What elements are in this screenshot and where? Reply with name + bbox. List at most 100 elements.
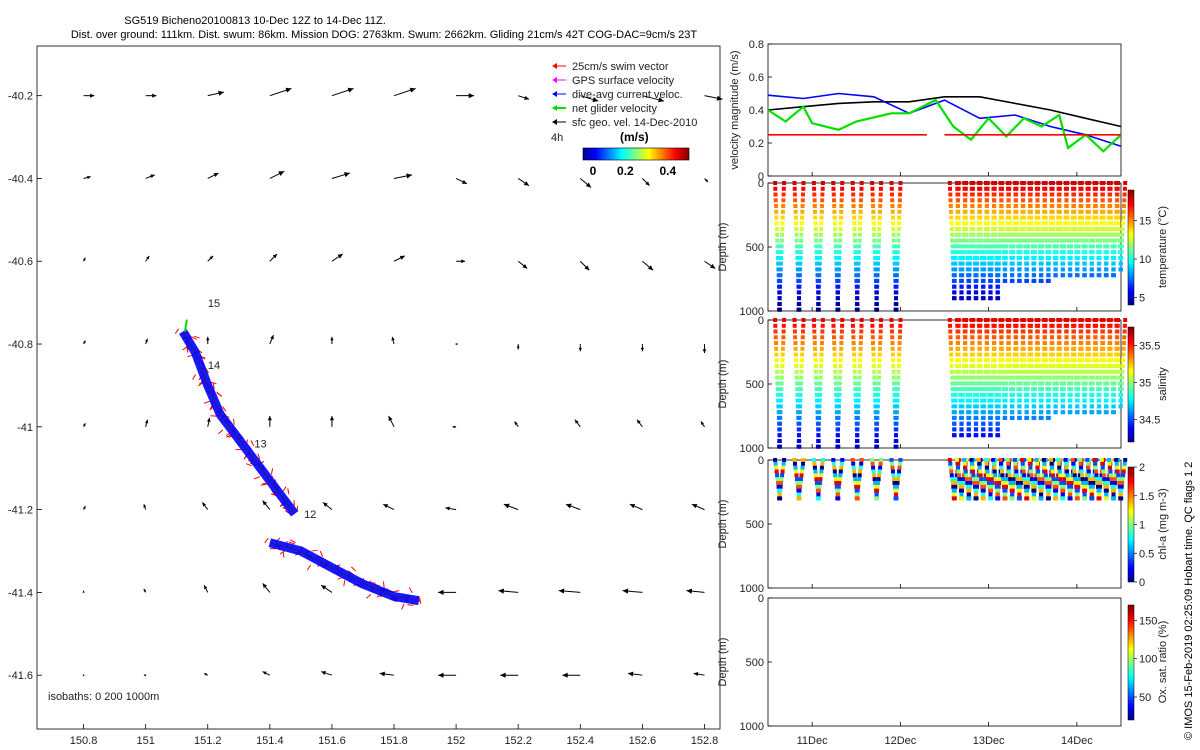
cast-point	[995, 284, 1000, 289]
cast-point	[983, 381, 988, 386]
cast-point	[859, 329, 864, 334]
cast-point	[986, 250, 991, 255]
cast-point	[1109, 358, 1114, 363]
cast-point	[1065, 221, 1070, 226]
cast-point	[992, 341, 997, 345]
cast-point	[961, 477, 966, 482]
cast-point	[1014, 221, 1019, 226]
cast-point	[981, 410, 986, 415]
cast-point	[1000, 358, 1005, 363]
cast-point	[838, 469, 843, 474]
cast-point	[957, 250, 962, 255]
map-ytick-label: -41.4	[8, 587, 33, 599]
cast-point	[794, 364, 799, 369]
cast-point	[957, 364, 961, 369]
cast-point	[840, 186, 845, 191]
cast-point	[1075, 255, 1080, 260]
cast-point	[1087, 364, 1092, 369]
cast-point	[1053, 273, 1058, 278]
cast-point	[832, 465, 837, 470]
cast-point	[778, 273, 783, 278]
cast-point	[1002, 273, 1007, 278]
cast-point	[952, 410, 957, 415]
cast-point	[968, 481, 973, 485]
cast-point	[896, 473, 901, 478]
cast-point	[969, 186, 974, 191]
cast-point	[1093, 192, 1098, 197]
cast-point	[1022, 232, 1027, 237]
cast-point	[998, 364, 1003, 369]
cast-point	[1075, 410, 1079, 415]
cast-point	[1006, 186, 1010, 191]
cast-point	[894, 488, 899, 493]
cast-point	[966, 290, 971, 295]
cast-point	[1054, 387, 1059, 392]
cast-point	[819, 364, 824, 369]
cast-point	[795, 261, 800, 266]
cast-point	[1100, 198, 1105, 203]
cast-point	[1095, 375, 1100, 380]
cast-point	[967, 398, 972, 403]
cast-point	[812, 192, 817, 197]
cast-point	[857, 238, 862, 243]
cast-point	[1116, 215, 1121, 220]
cast-point	[1011, 238, 1016, 243]
cast-point	[1059, 481, 1064, 485]
cast-point	[1017, 488, 1022, 493]
cast-point	[898, 192, 903, 197]
cast-point	[801, 329, 805, 334]
cast-point	[965, 261, 970, 266]
geo-vector-head	[262, 500, 268, 506]
cast-point	[984, 204, 989, 208]
cast-point	[1076, 375, 1081, 380]
cast-point	[957, 387, 962, 392]
cast-point	[1112, 392, 1116, 397]
cast-point	[819, 358, 824, 363]
cast-point	[984, 198, 989, 203]
swim-vector-seg2	[319, 550, 324, 557]
cast-point	[890, 215, 895, 220]
cast-point	[1024, 267, 1029, 272]
cast-point	[974, 267, 979, 272]
cast-point	[1075, 273, 1079, 278]
cast-point	[892, 481, 897, 485]
depth-ytick-label: 500	[746, 657, 764, 669]
cast-point	[1040, 250, 1045, 255]
cast-point	[1043, 221, 1048, 226]
cast-point	[890, 341, 895, 345]
cast-point	[1106, 358, 1111, 363]
cast-point	[1035, 329, 1040, 334]
cast-point	[1095, 232, 1100, 237]
cast-point	[1086, 469, 1091, 474]
cast-point	[1085, 323, 1090, 328]
cast-point	[1032, 261, 1037, 266]
cast-point	[1061, 392, 1066, 397]
cast-point	[979, 244, 984, 249]
cast-point	[1072, 358, 1077, 363]
cast-point	[1024, 410, 1029, 415]
cast-point	[871, 209, 876, 214]
map-xtick-label: 152.8	[691, 735, 719, 747]
cast-point	[1113, 232, 1118, 237]
cast-point	[778, 278, 783, 283]
cast-point	[874, 427, 879, 432]
cast-point	[857, 387, 861, 392]
cast-point	[1028, 198, 1033, 203]
cast-point	[1077, 473, 1082, 478]
cast-point	[988, 290, 993, 295]
cast-point	[961, 369, 966, 374]
cast-point	[1067, 410, 1072, 415]
cast-point	[956, 215, 961, 220]
cast-point	[1054, 484, 1059, 489]
cast-point	[1121, 473, 1126, 478]
cast-point	[993, 232, 998, 237]
cast-point	[962, 227, 967, 232]
cast-point	[1037, 375, 1042, 380]
cast-point	[1062, 375, 1067, 380]
cast-point	[983, 227, 988, 232]
cast-point	[1069, 484, 1074, 489]
cast-point	[795, 398, 800, 403]
cast-point	[1006, 335, 1011, 340]
geo-vector-head	[399, 255, 405, 260]
cast-point	[1012, 358, 1017, 363]
